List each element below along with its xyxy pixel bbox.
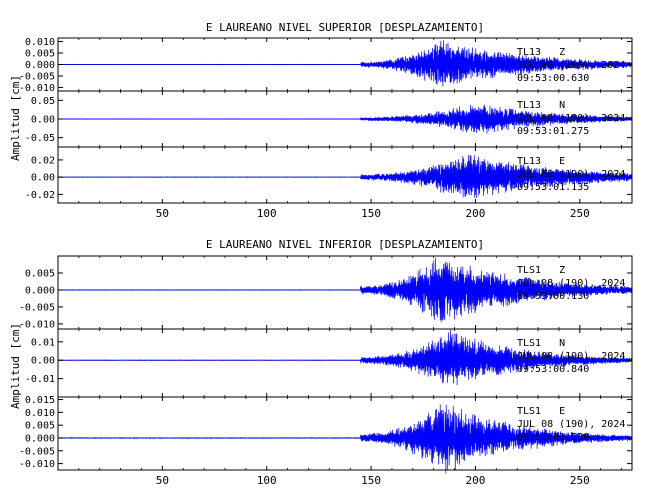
- y-tick-label: 0.015: [25, 395, 55, 406]
- station-label: TLS1 N: [517, 338, 565, 349]
- y-tick-label: 0.005: [25, 268, 55, 279]
- y-tick-label: -0.010: [19, 319, 55, 330]
- y-axis-label: Amplitud [cm]: [9, 323, 22, 409]
- y-tick-label: -0.010: [19, 459, 55, 470]
- date-label: JUL 08 (190), 2024: [517, 169, 625, 180]
- waveform-trace: [57, 404, 633, 474]
- date-label: JUL 08 (190), 2024: [517, 351, 625, 362]
- component-code: N: [559, 100, 565, 111]
- x-tick-label: 100: [257, 474, 277, 487]
- time-label: 09:53:00.840: [517, 364, 589, 375]
- station-label: TL13 N: [517, 100, 565, 111]
- x-tick-label: 150: [361, 474, 381, 487]
- date-label: JUL 08 (190), 2024: [517, 113, 625, 124]
- station-code: TL13: [517, 47, 541, 58]
- x-tick-label: 200: [466, 474, 486, 487]
- station-code: TL13: [517, 156, 541, 167]
- component-code: N: [559, 338, 565, 349]
- station-code: TLS1: [517, 338, 541, 349]
- y-tick-label: -0.010: [19, 83, 55, 94]
- component-code: Z: [559, 47, 565, 58]
- y-tick-label: 0.01: [31, 337, 55, 348]
- y-tick-label: 0.00: [31, 115, 55, 126]
- x-tick-label: 50: [156, 207, 169, 220]
- time-label: 09:53:00.630: [517, 73, 589, 84]
- y-tick-label: 0.00: [31, 173, 55, 184]
- x-tick-label: 50: [156, 474, 169, 487]
- y-tick-label: 0.000: [25, 60, 55, 71]
- station-code: TLS1: [517, 265, 541, 276]
- panel-frame: [57, 146, 633, 204]
- waveform-trace: [58, 154, 633, 199]
- time-label: 09:53:01.135: [517, 182, 589, 193]
- date-label: JUL 08 (190), 2024: [517, 60, 625, 71]
- y-tick-label: -0.02: [25, 190, 55, 201]
- chart-title: E LAUREANO NIVEL SUPERIOR [DESPLAZAMIENT…: [206, 21, 484, 34]
- station-code: TL13: [517, 100, 541, 111]
- time-label: 09:53:01.530: [517, 432, 589, 443]
- y-tick-label: -0.005: [19, 446, 55, 457]
- y-tick-label: -0.005: [19, 302, 55, 313]
- y-tick-label: 0.005: [25, 421, 55, 432]
- y-tick-label: 0.00: [31, 356, 55, 367]
- y-tick-label: -0.01: [25, 374, 55, 385]
- time-label: 09:53:00.130: [517, 291, 589, 302]
- y-tick-label: 0.005: [25, 48, 55, 59]
- x-tick-label: 150: [361, 207, 381, 220]
- component-code: Z: [559, 265, 565, 276]
- time-label: 09:53:01.275: [517, 126, 589, 137]
- y-tick-label: 0.010: [25, 37, 55, 48]
- date-label: JUL 08 (190), 2024: [517, 278, 625, 289]
- y-tick-label: -0.005: [19, 72, 55, 83]
- x-tick-label: 250: [570, 474, 590, 487]
- y-tick-label: 0.02: [31, 155, 55, 166]
- station-label: TL13 Z: [517, 47, 565, 58]
- y-tick-label: 0.000: [25, 433, 55, 444]
- waveform-trace: [57, 329, 633, 386]
- waveform-trace: [57, 104, 633, 134]
- station-label: TLS1 E: [517, 406, 565, 417]
- station-code: TLS1: [517, 406, 541, 417]
- y-tick-label: 0.010: [25, 408, 55, 419]
- x-tick-label: 100: [257, 207, 277, 220]
- y-tick-label: -0.05: [25, 133, 55, 144]
- waveform-trace: [57, 40, 633, 87]
- y-axis-label: Amplitud [cm]: [9, 75, 22, 161]
- y-tick-label: 0.05: [31, 96, 55, 107]
- station-label: TL13 E: [517, 156, 565, 167]
- x-tick-label: 250: [570, 207, 590, 220]
- waveform-trace: [57, 257, 633, 323]
- panel-frame: [57, 396, 633, 471]
- component-code: E: [559, 406, 565, 417]
- y-tick-label: 0.000: [25, 285, 55, 296]
- date-label: JUL 08 (190), 2024: [517, 419, 625, 430]
- component-code: E: [559, 156, 565, 167]
- chart-title: E LAUREANO NIVEL INFERIOR [DESPLAZAMIENT…: [206, 238, 484, 251]
- x-tick-label: 200: [466, 207, 486, 220]
- station-label: TLS1 Z: [517, 265, 565, 276]
